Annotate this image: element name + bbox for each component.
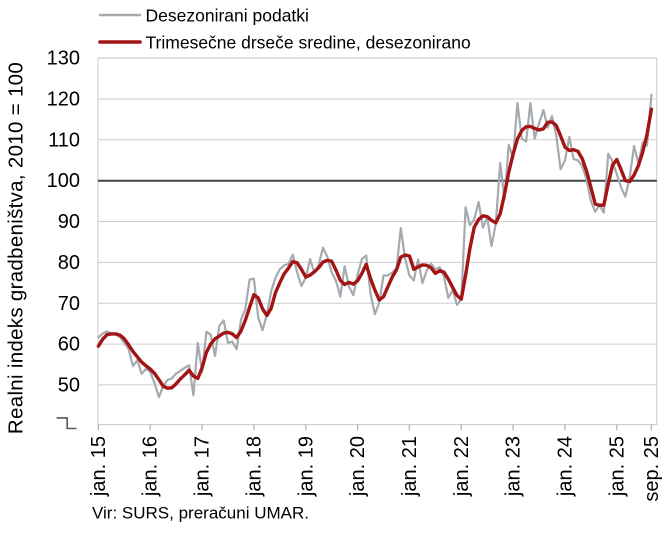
svg-text:130: 130 bbox=[47, 48, 80, 70]
svg-text:jan. 19: jan. 19 bbox=[295, 436, 317, 497]
svg-text:jan. 17: jan. 17 bbox=[192, 436, 214, 497]
svg-text:jan. 24: jan. 24 bbox=[555, 436, 577, 497]
svg-text:50: 50 bbox=[58, 374, 80, 396]
svg-text:Desezonirani podatki: Desezonirani podatki bbox=[146, 6, 309, 26]
svg-text:120: 120 bbox=[47, 89, 80, 111]
svg-text:100: 100 bbox=[47, 170, 80, 192]
svg-text:jan. 21: jan. 21 bbox=[399, 436, 421, 497]
svg-text:jan. 20: jan. 20 bbox=[347, 436, 369, 497]
svg-text:jan. 16: jan. 16 bbox=[140, 436, 162, 497]
svg-text:Realni indeks gradbeništva, 20: Realni indeks gradbeništva, 2010 = 100 bbox=[5, 62, 28, 434]
svg-text:jan. 15: jan. 15 bbox=[88, 436, 110, 497]
svg-text:Trimesečne drseče sredine, des: Trimesečne drseče sredine, desezonirano bbox=[146, 33, 471, 53]
svg-text:110: 110 bbox=[48, 129, 80, 151]
svg-text:60: 60 bbox=[58, 334, 80, 356]
svg-text:80: 80 bbox=[58, 252, 80, 274]
svg-text:jan. 18: jan. 18 bbox=[243, 436, 265, 497]
svg-text:90: 90 bbox=[58, 211, 80, 233]
svg-text:jan. 23: jan. 23 bbox=[503, 436, 525, 497]
svg-text:jan. 25: jan. 25 bbox=[606, 436, 628, 497]
svg-text:jan. 22: jan. 22 bbox=[451, 436, 473, 497]
svg-text:sep. 25: sep. 25 bbox=[641, 436, 663, 502]
svg-text:Vir: SURS, preračuni UMAR.: Vir: SURS, preračuni UMAR. bbox=[92, 504, 309, 523]
svg-text:70: 70 bbox=[58, 293, 80, 315]
